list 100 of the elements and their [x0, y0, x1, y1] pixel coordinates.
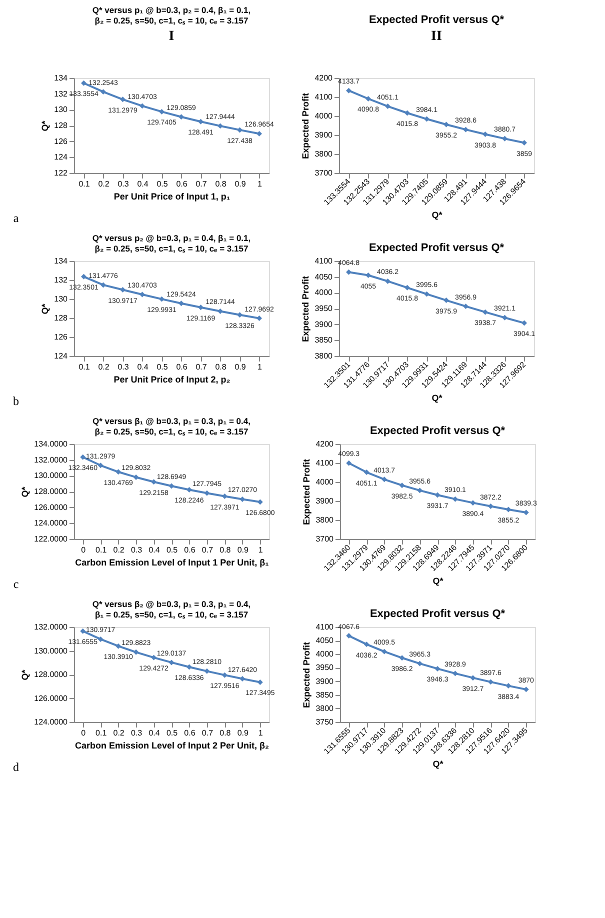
y-tick-label: 122: [54, 168, 68, 178]
point: [417, 660, 423, 666]
point: [168, 660, 174, 666]
point: [186, 664, 192, 670]
x-tick-label: 0.9: [237, 546, 250, 554]
x-tick-label: 0.1: [96, 546, 108, 554]
y-tick-label: 3900: [316, 676, 334, 686]
x-tick-label: 0.3: [118, 180, 130, 188]
y-tick-label: 4100: [316, 622, 334, 632]
point: [257, 679, 263, 685]
x-axis-title: Carbon Emission Level of Input 1 Per Unit, β₁: [75, 558, 270, 568]
point: [346, 269, 352, 275]
point: [424, 291, 430, 297]
y-tick-label: 126: [54, 136, 68, 146]
chart-title: Q* versus p₁ @ b=0.3, p₂ = 0.4, β₁ = 0.1, β₂ = 0.25, s=50, c=1, cₛ = 10, cₑ = 3.157: [92, 5, 251, 26]
point: [159, 108, 164, 114]
y-tick-label: 132.0000: [34, 455, 68, 464]
point: [382, 476, 388, 482]
x-tick-label: 0.7: [202, 546, 214, 554]
x-tick-label: 0.5: [156, 362, 168, 372]
y-tick-label: 3800: [316, 516, 334, 524]
x-tick-label: 1: [258, 546, 264, 554]
y-tick-label: 124.0000: [34, 718, 68, 726]
y-axis-title: Expected Profit: [300, 276, 311, 342]
point: [240, 496, 246, 502]
y-tick-label: 124: [54, 152, 68, 162]
y-tick-label: 122.0000: [34, 534, 68, 544]
x-tick-label: 0.9: [234, 362, 246, 372]
point: [482, 309, 488, 315]
point: [168, 483, 174, 489]
y-tick-label: 4000: [314, 112, 334, 120]
point: [470, 500, 476, 506]
point: [80, 628, 86, 634]
y-tick-label: 3900: [314, 130, 334, 140]
x-tick-label: 1: [258, 362, 263, 372]
y-axis-title: Expected Profit: [302, 458, 312, 526]
y-tick-label: 130.0000: [34, 471, 68, 480]
y-tick-label: 3950: [316, 663, 334, 672]
point: [522, 140, 527, 146]
point: [366, 96, 371, 102]
x-tick-label: 0.8: [215, 180, 227, 188]
y-tick-label: 4100: [314, 256, 334, 266]
point: [116, 469, 122, 475]
x-tick-label: 0.9: [237, 728, 250, 738]
chart-title: Expected Profit versus Q*: [368, 14, 505, 26]
x-axis-title: Q*: [432, 576, 444, 586]
point: [502, 136, 508, 142]
point: [364, 642, 370, 648]
point: [346, 88, 352, 94]
point: [502, 314, 508, 320]
point: [80, 454, 86, 460]
point: [424, 116, 430, 122]
y-tick-label: 124: [54, 352, 68, 360]
y-tick-label: 128: [54, 121, 68, 130]
point: [452, 496, 458, 502]
y-axis-title: Expected Profit: [302, 642, 312, 708]
y-axis-title: Q*: [40, 303, 50, 314]
point: [116, 643, 122, 649]
x-tick-label: 0.5: [166, 728, 178, 738]
y-axis-title: Q*: [40, 120, 50, 132]
point: [463, 304, 468, 310]
y-tick-label: 132: [54, 89, 68, 98]
y-tick-label: 4200: [314, 74, 334, 82]
point: [364, 470, 370, 476]
point: [140, 292, 145, 298]
x-tick-label: 0.6: [176, 362, 188, 372]
point: [140, 103, 145, 109]
point: [434, 666, 440, 672]
y-axis-title: Q*: [20, 669, 30, 680]
y-tick-label: 134: [54, 256, 68, 266]
point: [346, 633, 352, 639]
x-tick-label: 0.1: [78, 362, 90, 372]
point: [399, 482, 405, 488]
y-tick-label: 4000: [316, 650, 334, 659]
point: [100, 89, 106, 95]
y-tick-label: 126: [54, 332, 68, 342]
x-axis-title: Per Unit Price of Input 1, p₁: [114, 192, 230, 202]
x-tick-label: 0.7: [202, 728, 214, 738]
point: [186, 486, 192, 492]
x-tick-label: 0.4: [148, 728, 160, 738]
x-tick-label: 1: [258, 180, 263, 188]
chart-title: Expected Profit versus Q*: [370, 425, 506, 437]
y-tick-label: 130.0000: [34, 646, 68, 656]
point: [204, 668, 210, 674]
point: [382, 648, 388, 654]
y-tick-label: 3850: [314, 336, 334, 345]
y-tick-label: 4050: [316, 636, 334, 646]
x-tick-label: 0.3: [130, 728, 143, 738]
y-tick-label: 134: [54, 74, 68, 82]
x-tick-label: 0.6: [184, 728, 196, 738]
y-tick-label: 126.0000: [34, 502, 68, 512]
x-axis-title: Q*: [432, 210, 443, 220]
text: c: [13, 577, 19, 591]
y-tick-label: 3750: [316, 718, 334, 726]
point: [463, 126, 468, 132]
x-axis-title: Q*: [432, 392, 443, 403]
point: [198, 118, 204, 124]
point: [444, 298, 449, 304]
text: II: [431, 29, 442, 44]
point: [404, 110, 410, 116]
